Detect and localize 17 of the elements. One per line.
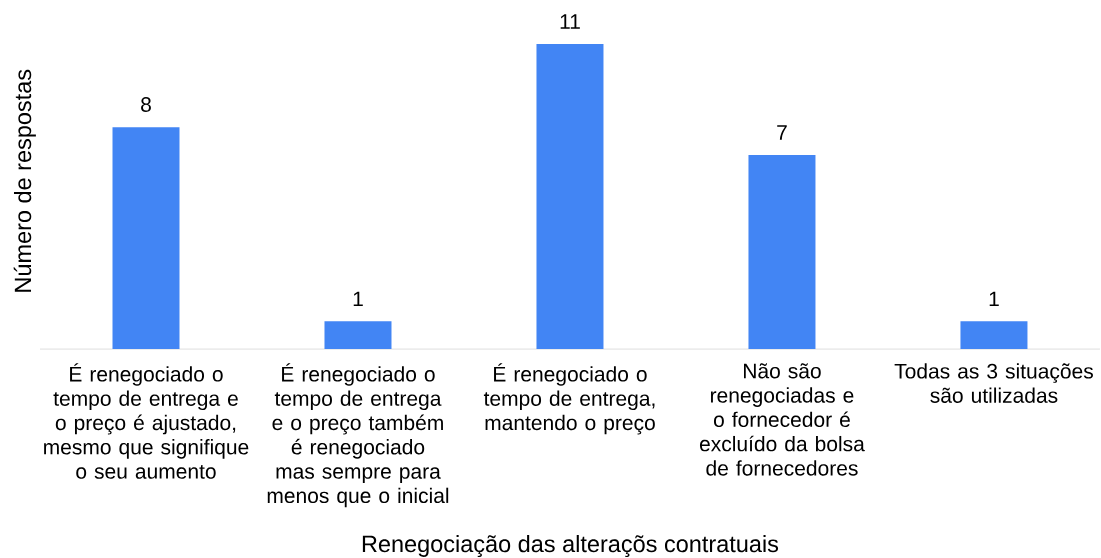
data-label: 11 [560, 14, 580, 29]
x-tick-label: É renegociado o tempo de entrega e o preço é ajustado, mesmo que signifique o seu aumento [44, 363, 249, 479]
x-tick-label: Não são renegociadas e o fornecedor é excluído da bolsa de fornecedores [699, 363, 865, 476]
bar [112, 127, 180, 349]
x-tick-label: É renegociado o tempo de entrega e o preço também é renegociado mas sempre para menos que o inicial [267, 363, 449, 508]
data-label: 8 [141, 97, 151, 112]
data-label: 1 [989, 291, 999, 307]
bar [536, 44, 604, 349]
data-label: 7 [777, 125, 787, 140]
bar [748, 154, 816, 349]
x-axis-title: Renegociação das alteraçõs contratuais [362, 534, 779, 557]
y-axis-title: Número de respostas [13, 69, 36, 292]
bar [324, 321, 392, 349]
x-tick-label: Todas as 3 situações são utilizadas [894, 363, 1093, 403]
data-label: 1 [353, 291, 363, 307]
x-tick-label: É renegociado o tempo de entrega, mantendo o preço [483, 363, 655, 435]
bar [960, 321, 1028, 349]
